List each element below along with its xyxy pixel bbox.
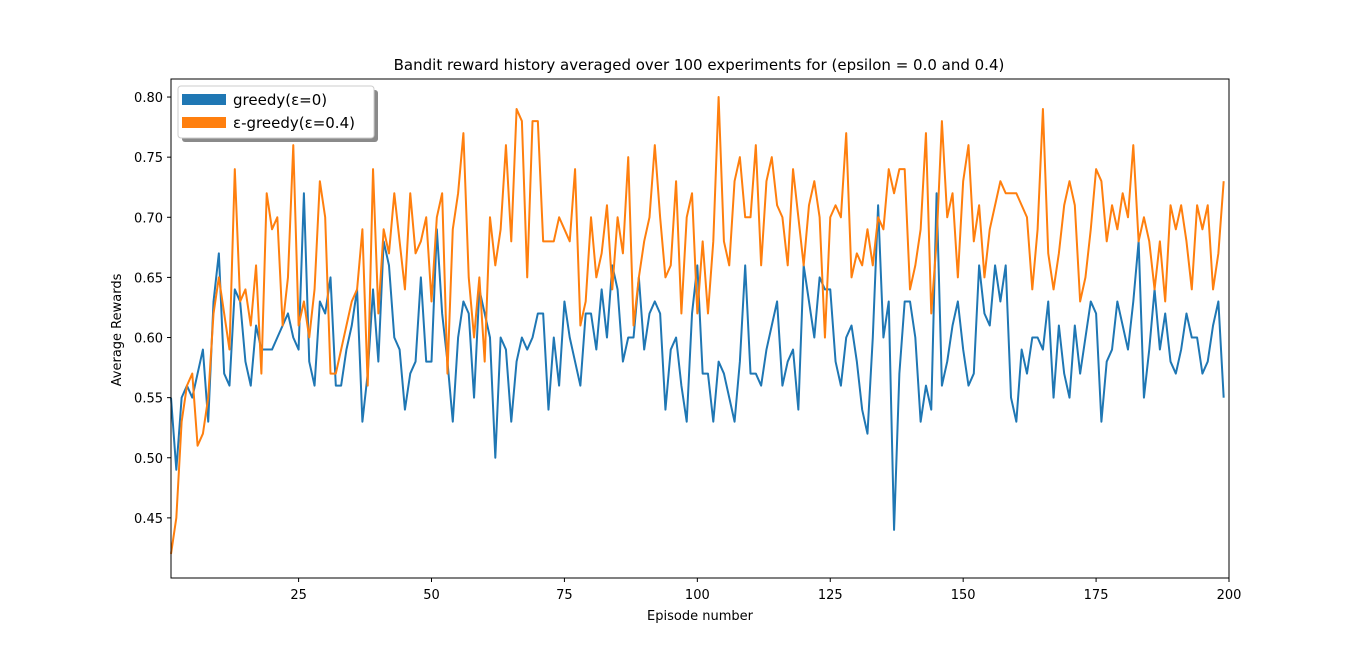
legend-box [177, 85, 375, 139]
y-tick-label: 0.60 [134, 332, 163, 347]
x-tick-label: 150 [951, 588, 976, 603]
x-tick-label: 200 [1217, 588, 1242, 603]
y-tick-label: 0.65 [134, 271, 163, 286]
legend-swatch-epsilon-greedy [182, 117, 226, 128]
y-tick-label: 0.75 [134, 151, 163, 166]
x-axis-label: Episode number [647, 609, 754, 624]
chart-title: Bandit reward history averaged over 100 … [394, 56, 1005, 74]
y-tick-label: 0.55 [134, 392, 163, 407]
y-tick-label: 0.50 [134, 452, 163, 467]
y-tick-label: 0.45 [134, 512, 163, 527]
x-tick-label: 50 [423, 588, 440, 603]
plot-area [170, 96, 1225, 555]
legend-swatch-greedy [182, 94, 226, 105]
y-tick-label: 0.70 [134, 211, 163, 226]
x-axis: 25 50 75 100 125 150 175 200 [290, 578, 1241, 603]
x-tick-label: 175 [1084, 588, 1109, 603]
x-tick-label: 25 [290, 588, 307, 603]
x-tick-label: 125 [818, 588, 843, 603]
y-axis-label: Average Rewards [110, 273, 125, 386]
y-axis: 0.45 0.50 0.55 0.60 0.65 0.70 0.75 0.80 [134, 91, 171, 527]
series-line-0 [170, 192, 1225, 531]
x-tick-label: 100 [685, 588, 710, 603]
legend: greedy(ε=0) ε-greedy(ε=0.4) [177, 85, 378, 142]
series-line-1 [170, 96, 1225, 555]
axes-frame [170, 78, 1230, 579]
x-tick-label: 75 [556, 588, 573, 603]
legend-label-greedy: greedy(ε=0) [233, 91, 327, 109]
legend-label-epsilon-greedy: ε-greedy(ε=0.4) [233, 114, 355, 132]
y-tick-label: 0.80 [134, 91, 163, 106]
